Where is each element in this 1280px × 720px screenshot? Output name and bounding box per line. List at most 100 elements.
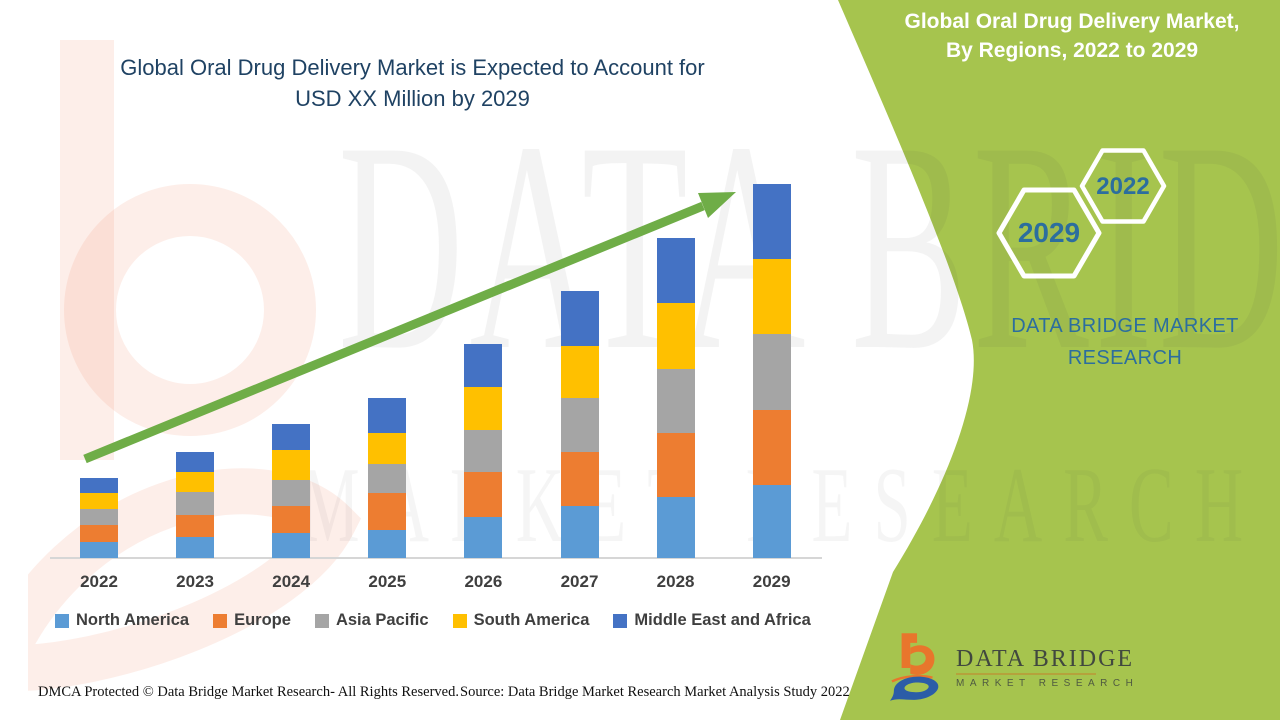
legend-label-north-america: North America [76,611,190,629]
bar-2025-north-america [368,530,407,558]
bar-2028 [656,238,695,558]
dbmr-logo-title: DATA BRIDGE [956,645,1135,672]
legend-label-south-america: South America [473,611,590,629]
legend-swatch-north-america [55,613,69,628]
bar-2029-south-america [752,259,791,334]
chart-title-line1: Global Oral Drug Delivery Market is Expe… [120,55,705,80]
hexagon-2029-label: 2029 [1017,217,1081,248]
dmca-note: DMCA Protected © Data Bridge Market Rese… [38,684,459,700]
legend-item-south-america: South America [452,611,590,630]
legend-label-asia-pacific: Asia Pacific [335,611,429,629]
bar-2023 [176,452,215,558]
bar-2022-north-america [80,542,118,558]
bar-2024-europe [272,506,311,533]
legend-swatch-asia-pacific [314,613,329,628]
bar-2026-north-america [464,517,503,558]
side-brand-line2: RESEARCH [1067,347,1183,369]
bar-2022-middle-east-and-africa [80,478,118,493]
bar-2026 [464,344,503,558]
logo-b-bowl [910,645,935,675]
dbmr-logo: DATA BRIDGE MARKET RESEARCH [890,630,1138,704]
bar-2027-middle-east-and-africa [560,291,599,346]
bar-2026-south-america [464,387,503,430]
bar-2023-europe [176,515,215,537]
x-axis-label-2023: 2023 [176,572,214,591]
side-brand-line1: DATA BRIDGE MARKET [1011,315,1239,337]
logo-blue-swoosh [890,676,939,701]
bar-2029-asia-pacific [752,334,791,410]
bar-2023-middle-east-and-africa [176,452,215,472]
bar-2028-asia-pacific [656,369,695,433]
side-brand-text: DATA BRIDGE MARKET RESEARCH [970,310,1280,374]
bar-2027-north-america [560,506,599,558]
bar-2029 [752,184,791,558]
bar-2022-south-america [80,493,118,509]
chart-title-line2: USD XX Million by 2029 [295,86,530,111]
bar-2027-asia-pacific [560,398,599,452]
bar-2028-south-america [656,303,695,369]
ribbon-title-line1: Global Oral Drug Delivery Market, [904,10,1240,33]
chart-title: Global Oral Drug Delivery Market is Expe… [40,52,785,114]
x-axis-label-2024: 2024 [272,572,311,591]
x-axis-label-2028: 2028 [656,572,695,591]
ribbon-title-line2: By Regions, 2022 to 2029 [945,39,1199,62]
bar-2023-north-america [176,537,215,558]
bar-2028-north-america [656,497,695,558]
bar-2026-europe [464,472,503,517]
green-ribbon-path [838,0,1280,720]
bar-2029-europe [752,410,791,485]
x-axis-label-2027: 2027 [560,572,599,591]
ribbon-title: Global Oral Drug Delivery Market, By Reg… [872,7,1272,65]
bar-2029-middle-east-and-africa [752,184,791,259]
bar-2025-middle-east-and-africa [368,398,407,433]
x-axis-label-2025: 2025 [368,572,407,591]
legend-label-middle-east-and-africa: Middle East and Africa [634,611,811,629]
logo-orange-swoosh [891,674,933,683]
legend-item-middle-east-and-africa: Middle East and Africa [613,611,811,630]
bar-2023-south-america [176,472,215,492]
legend: North America Europe Asia Pacific South Ame… [55,611,811,630]
bar-2026-asia-pacific [464,430,503,472]
bar-2025 [368,398,407,558]
bar-2028-middle-east-and-africa [656,238,695,303]
bar-2022-asia-pacific [80,509,118,525]
bar-2026-middle-east-and-africa [464,344,503,387]
bar-2024 [272,424,311,558]
x-axis-label-2022: 2022 [80,572,118,591]
bar-2024-middle-east-and-africa [272,424,311,450]
bar-2027-south-america [560,346,599,398]
x-axis-label-2029: 2029 [752,572,791,591]
legend-label-europe: Europe [234,611,291,629]
dbmr-logo-subtitle: MARKET RESEARCH [956,677,1139,689]
bar-2023-asia-pacific [176,492,215,515]
bar-2027 [560,291,599,558]
bar-2024-south-america [272,450,311,480]
legend-swatch-south-america [452,613,467,628]
dbmr-logo-mark-icon [890,633,939,701]
dbmr-logo-rule [956,672,1096,675]
bar-2025-south-america [368,433,407,464]
dbmr-logo-text: DATA BRIDGE MARKET RESEARCH [956,646,1138,689]
bar-2022-europe [80,525,118,542]
bar-2027-europe [560,452,599,506]
bar-2029-north-america [752,485,791,558]
legend-item-north-america: North America [55,611,189,630]
x-axis-labels: 2022 2023 2024 2025 2026 2027 2028 2029 [0,572,900,598]
x-axis-label-2026: 2026 [464,572,503,591]
bar-2022 [80,478,118,558]
logo-b-hook [901,633,918,668]
bar-2025-europe [368,493,407,530]
hexagon-2022-label: 2022 [1096,173,1150,200]
bar-2024-north-america [272,533,311,558]
source-note: Source: Data Bridge Market Research Mark… [460,684,850,700]
x-axis-line [50,557,822,559]
legend-swatch-middle-east-and-africa [613,613,628,628]
legend-item-asia-pacific: Asia Pacific [314,611,429,630]
legend-item-europe: Europe [213,611,291,630]
bar-2025-asia-pacific [368,464,407,493]
bar-2028-europe [656,433,695,497]
bar-2024-asia-pacific [272,480,311,506]
legend-swatch-europe [213,613,228,628]
